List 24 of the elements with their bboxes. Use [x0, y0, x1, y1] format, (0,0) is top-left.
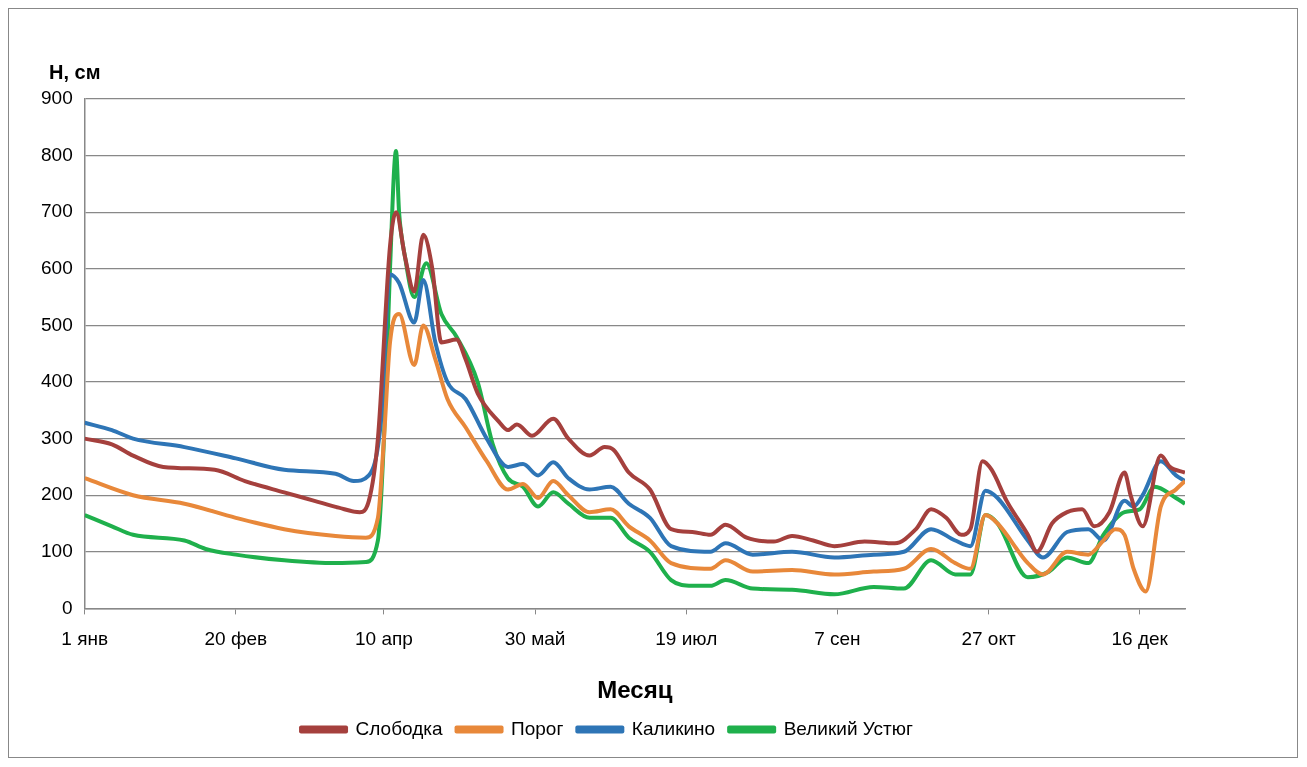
y-tick-label: 700 [41, 200, 73, 222]
y-tick-label: 100 [41, 540, 73, 562]
y-tick-label: 300 [41, 426, 73, 448]
x-tick-label: 19 июл [655, 628, 718, 650]
y-tick-label: 900 [41, 87, 73, 109]
x-tick-label: 27 окт [961, 628, 1016, 650]
legend-label: Порог [511, 717, 564, 739]
legend-label: Каликино [631, 717, 716, 739]
x-axis-title: Месяц [597, 676, 673, 704]
legend-label: Слободка [355, 717, 443, 739]
legend-label: Великий Устюг [783, 717, 914, 739]
x-tick-label: 7 сен [814, 628, 861, 650]
x-tick-label: 10 апр [355, 628, 413, 650]
x-tick-label: 30 май [504, 628, 566, 650]
y-tick-label: 600 [41, 257, 73, 279]
x-tick-label: 16 дек [1111, 628, 1169, 650]
y-axis-title: H, см [49, 61, 101, 83]
y-tick-label: 500 [41, 313, 73, 335]
y-tick-label: 400 [41, 370, 73, 392]
y-tick-label: 0 [62, 596, 73, 618]
y-tick-label: 200 [41, 483, 73, 505]
x-tick-label: 20 фев [204, 628, 268, 650]
y-tick-label: 800 [41, 143, 73, 165]
x-tick-label: 1 янв [61, 628, 109, 650]
